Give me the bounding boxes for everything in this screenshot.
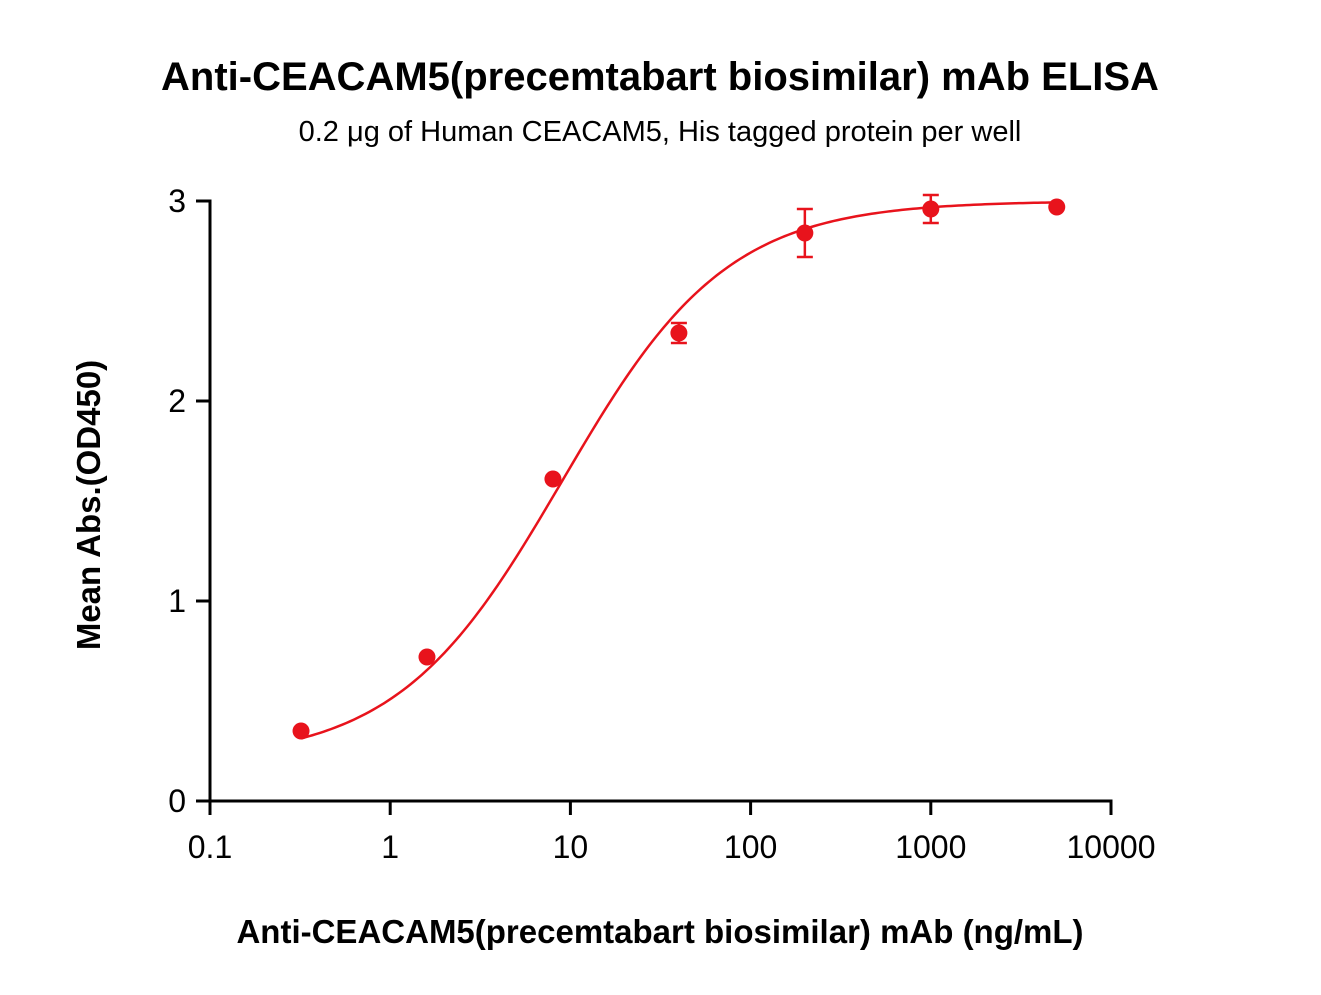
chart-title: Anti-CEACAM5(precemtabart biosimilar) mA…: [161, 55, 1159, 99]
x-tick-label: 0.1: [188, 829, 232, 865]
data-point: [544, 470, 562, 488]
data-point: [418, 648, 436, 666]
fit-curve: [300, 201, 1057, 740]
y-axis-label: Mean Abs.(OD450): [70, 360, 107, 650]
x-tick-label: 10: [553, 829, 589, 865]
y-tick-label: 3: [168, 183, 186, 219]
data-points-layer: [292, 193, 1066, 740]
data-point: [292, 722, 310, 740]
x-tick-label: 1000: [895, 829, 966, 865]
y-tick-label: 0: [168, 783, 186, 819]
axes: 0 1 2 3 0.1 1 10 100 1000 10000: [168, 183, 1155, 865]
data-point: [670, 324, 688, 342]
data-point: [922, 200, 940, 218]
data-point: [796, 224, 814, 242]
y-tick-label: 2: [168, 383, 186, 419]
x-tick-label: 1: [381, 829, 399, 865]
fit-curve-layer: [300, 201, 1057, 740]
x-axis-label: Anti-CEACAM5(precemtabart biosimilar) mA…: [236, 913, 1083, 950]
x-tick-label: 10000: [1067, 829, 1156, 865]
y-tick-label: 1: [168, 583, 186, 619]
data-point: [1048, 198, 1066, 216]
x-tick-label: 100: [724, 829, 777, 865]
chart-subtitle: 0.2 μg of Human CEACAM5, His tagged prot…: [299, 116, 1022, 148]
